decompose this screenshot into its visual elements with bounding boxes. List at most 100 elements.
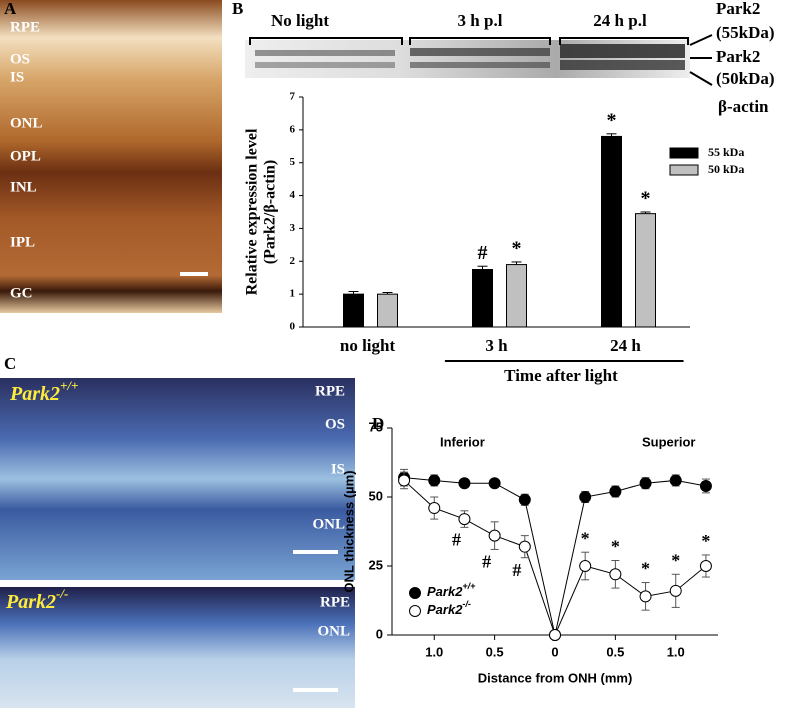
data-point [428,474,441,487]
data-point [549,629,561,641]
legend-superscript: -/- [462,599,471,609]
legend-name: Park2 [427,584,463,599]
bar [601,135,622,328]
layer-label: OPL [10,148,41,164]
y-axis-label: Relative expression level [244,128,261,295]
bar [472,269,493,328]
blot-label: β-actin [718,97,769,116]
layer-label: IPL [10,234,35,250]
blot-group-label: 24 h p.l [593,11,647,30]
significance-mark: * [607,109,617,131]
blot-label: Park2 [716,0,760,18]
genotype: -/- [56,586,68,601]
y-tick-label: 25 [369,557,383,572]
legend-swatch [669,147,699,159]
data-point [488,529,501,542]
x-tick-label: 0.5 [606,644,624,659]
x-axis-label: Time after light [504,366,618,385]
y-tick-label: 0 [290,321,296,333]
x-tick-label: 1.0 [425,644,443,659]
significance-mark: * [611,537,620,557]
x-tick-label: 1.0 [667,644,685,659]
legend-label: 55 kDa [708,145,744,159]
layer-label: IS [331,461,345,477]
y-tick-label: 4 [290,189,296,201]
data-point [579,491,592,503]
y-tick-label: 3 [290,222,296,234]
blot-label: Park2 [716,47,760,66]
data-point [609,568,622,581]
x-tick-label: 0.5 [486,644,504,659]
data-point [639,477,652,490]
blot-group-label: No light [271,11,329,30]
y-tick-label: 75 [369,419,383,434]
genotype: +/+ [60,378,78,393]
layer-label: OS [325,416,345,432]
layer-label: ONL [317,623,350,639]
layer-label: RPE [320,594,350,610]
blot-brackets [249,34,713,86]
significance-mark: # [482,552,491,572]
x-tick-label: no light [340,336,396,355]
histology-image-c-bottom [0,587,355,708]
gene-name: Park2 [9,383,60,405]
legend-label: Park2-/- [427,599,471,617]
x-axis-label: Distance from ONH (mm) [478,670,633,685]
panel-label: D [372,414,384,433]
layer-label: INL [10,179,37,195]
layer-label: ONL [312,516,345,532]
x-tick-label: 3 h [485,336,508,355]
legend-swatch [669,164,699,176]
scale-bar [293,550,338,554]
x-tick-label: 0 [551,644,558,659]
significance-mark: * [581,528,590,548]
data-point [669,584,682,597]
layer-label: OS [10,51,30,67]
significance-mark: # [512,560,521,580]
layer-label: RPE [10,19,40,35]
layer-label: GC [10,285,33,301]
histology-image-a [0,0,222,313]
layer-label: IS [10,69,24,85]
annotation: Inferior [440,434,485,449]
data-point [458,513,471,526]
y-tick-label: 2 [290,255,296,267]
y-tick-label: 5 [290,156,296,168]
layer-label: RPE [315,383,345,399]
gene-name: Park2 [5,591,56,613]
data-point [639,590,652,603]
data-point [699,479,712,492]
y-axis-label: ONL thickness (µm) [341,470,356,592]
data-point [669,474,682,487]
y-axis-label: (Park2/β-actin) [262,160,279,264]
panel-label: B [232,0,243,18]
legend-name: Park2 [427,602,463,617]
legend-label: 50 kDa [708,162,744,176]
y-tick-label: 6 [290,123,296,135]
data-point [579,560,592,572]
data-point [609,485,622,498]
data-point [518,540,531,553]
y-tick-label: 7 [290,91,296,103]
significance-mark: * [641,188,651,210]
significance-mark: * [701,531,710,551]
legend-label: Park2+/+ [427,581,476,599]
blot-bands [255,44,685,70]
data-point [518,493,531,506]
data-point [458,477,471,490]
x-tick-label: 24 h [610,336,641,355]
legend-marker [409,587,421,599]
panel-label: A [4,0,17,18]
histology-image-c-top [0,378,355,580]
blot-label: (50kDa) [716,69,775,88]
panel-label: C [4,354,16,373]
data-point [398,474,411,487]
data-point [488,477,501,490]
data-point [428,502,441,515]
annotation: Superior [642,434,695,449]
y-tick-label: 0 [376,626,383,641]
blot-group-label: 3 h p.l [458,11,503,30]
genotype-label: Park2-/- [5,586,68,613]
genotype-label: Park2+/+ [9,378,78,405]
